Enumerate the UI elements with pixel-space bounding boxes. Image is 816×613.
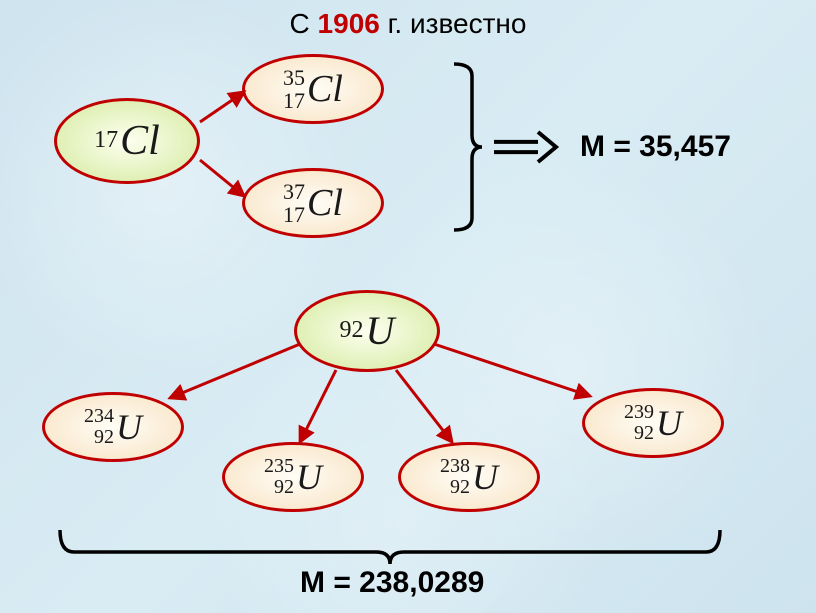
atomic-number: 92 [450,477,470,498]
u-isotope-node-2: 23892U [398,442,540,512]
title-year: 1906 [318,8,380,39]
mass-label-cl: М = 35,457 [580,130,731,164]
mass-number: 234 [84,406,114,427]
mass-number: 238 [440,456,470,477]
element-symbol: Cl [307,70,343,108]
mass-number: 37 [283,180,305,203]
u-parent-node: 92U [294,290,440,372]
page-title: С 1906 г. известно [0,8,816,40]
atomic-number: 92 [634,423,654,444]
atomic-number: 17 [283,203,305,226]
element-symbol: U [656,405,682,441]
element-symbol: U [472,459,498,495]
title-lead: С [290,8,318,39]
element-symbol: Cl [307,184,343,222]
atomic-number: 92 [274,477,294,498]
mass-number: 239 [624,402,654,423]
atomic-number: 17 [283,89,305,112]
u-isotope-node-1: 23592U [222,442,364,512]
element-symbol: U [296,459,322,495]
u-isotope-node-0: 23492U [42,392,184,462]
element-symbol: U [116,409,142,445]
title-tail: г. известно [380,8,527,39]
cl-parent-node: 17Cl [54,98,200,184]
mass-label-u: М = 238,0289 [300,566,484,600]
u-isotope-node-3: 23992U [582,388,724,458]
atomic-number: 92 [94,427,114,448]
mass-number: 235 [264,456,294,477]
atomic-number: 92 [340,318,364,343]
element-symbol: Cl [120,120,160,162]
atomic-number: 17 [94,128,118,153]
cl-isotope-node-1: 3717Cl [242,168,384,238]
mass-number: 35 [283,66,305,89]
cl-isotope-node-0: 3517Cl [242,54,384,124]
element-symbol: U [366,311,395,351]
